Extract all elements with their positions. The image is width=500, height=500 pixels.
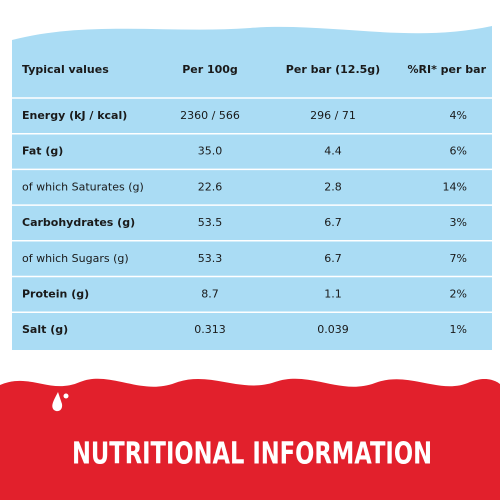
row-label: Fat (g): [22, 145, 63, 158]
cell: 6%: [450, 145, 467, 158]
cell: 35.0: [198, 145, 223, 158]
column-header: Typical values: [22, 63, 109, 76]
cell: 53.3: [198, 252, 223, 265]
table-background: [12, 26, 492, 350]
cell: 4%: [450, 109, 467, 122]
milk-drop: [52, 392, 63, 412]
cell: 22.6: [198, 180, 223, 193]
row-label: Energy (kJ / kcal): [22, 109, 127, 122]
row-label: Protein (g): [22, 288, 89, 301]
cell: 2360 / 566: [180, 109, 240, 122]
cell: 6.7: [324, 216, 342, 229]
cell: 2%: [450, 288, 467, 301]
row-label: of which Saturates (g): [22, 180, 144, 193]
column-header: Per 100g: [182, 63, 238, 76]
cell: 8.7: [201, 288, 219, 301]
column-header: Per bar (12.5g): [286, 63, 380, 76]
row-label: of which Sugars (g): [22, 252, 129, 265]
cell: 296 / 71: [310, 109, 356, 122]
cell: 14%: [443, 180, 467, 193]
cell: 1.1: [324, 288, 342, 301]
cell: 1%: [450, 323, 467, 336]
row-label: Carbohydrates (g): [22, 216, 135, 229]
cell: 7%: [450, 252, 467, 265]
footer-band: [0, 378, 500, 500]
cell: 0.313: [194, 323, 226, 336]
footer-title: NUTRITIONAL INFORMATION: [72, 437, 432, 472]
milk-drop: [63, 393, 69, 399]
cell: 6.7: [324, 252, 342, 265]
cell: 3%: [450, 216, 467, 229]
row-label: Salt (g): [22, 323, 68, 336]
cell: 53.5: [198, 216, 223, 229]
cell: 4.4: [324, 145, 342, 158]
cell: 0.039: [317, 323, 349, 336]
cell: 2.8: [324, 180, 342, 193]
column-header: %RI* per bar: [408, 63, 487, 76]
